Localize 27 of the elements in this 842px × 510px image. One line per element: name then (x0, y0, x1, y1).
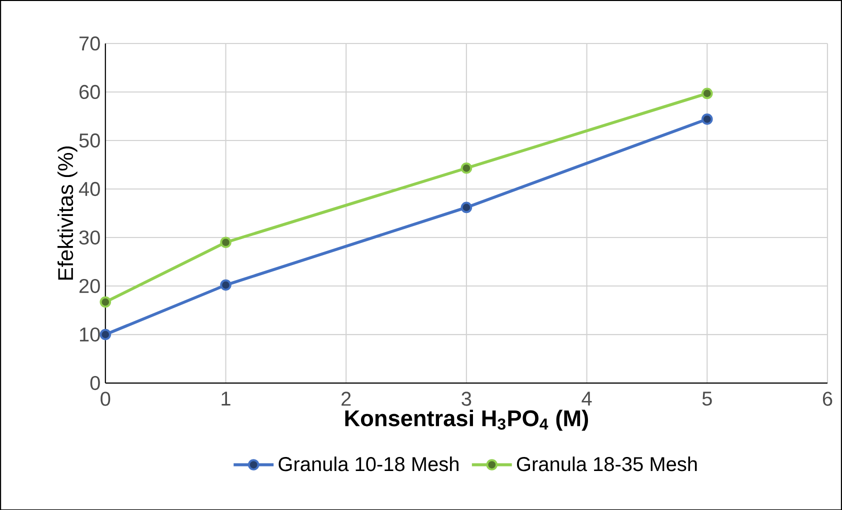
point (100, 328, 112, 340)
point (460, 162, 472, 174)
x-tick-label: 1 (222, 392, 230, 406)
x-tick-label: 2 (342, 392, 351, 406)
x-tick-label: 5 (702, 392, 712, 406)
y-tick-label: 40 (78, 182, 100, 196)
legend-label: Granula 10-18 Mesh (278, 456, 458, 471)
point (701, 88, 713, 99)
x-tick-label: 3 (462, 392, 472, 406)
x-tick-label: 0 (100, 392, 110, 406)
x-axis-title: Konsentrasi H$_{3}$PO$_{4}$ (M) (345, 410, 588, 431)
legend-label: Granula 18-35 Mesh (516, 456, 697, 471)
y-tick-label: 0 (90, 376, 100, 390)
y-axis-title: Efektivitas (%) (57, 146, 78, 280)
y-tick-label: 20 (79, 278, 100, 293)
x-tick-label: 4 (582, 392, 592, 406)
point (460, 202, 472, 213)
x-tick-label: 6 (822, 392, 832, 406)
y-tick-label: 50 (79, 133, 100, 148)
y-tick-label: 30 (79, 230, 100, 244)
y-tick-label: 10 (80, 327, 100, 342)
point (220, 236, 232, 248)
y-tick-label: 60 (80, 84, 100, 99)
point (100, 296, 112, 308)
point (701, 113, 713, 125)
point (220, 279, 232, 291)
y-tick-label: 70 (80, 36, 100, 50)
